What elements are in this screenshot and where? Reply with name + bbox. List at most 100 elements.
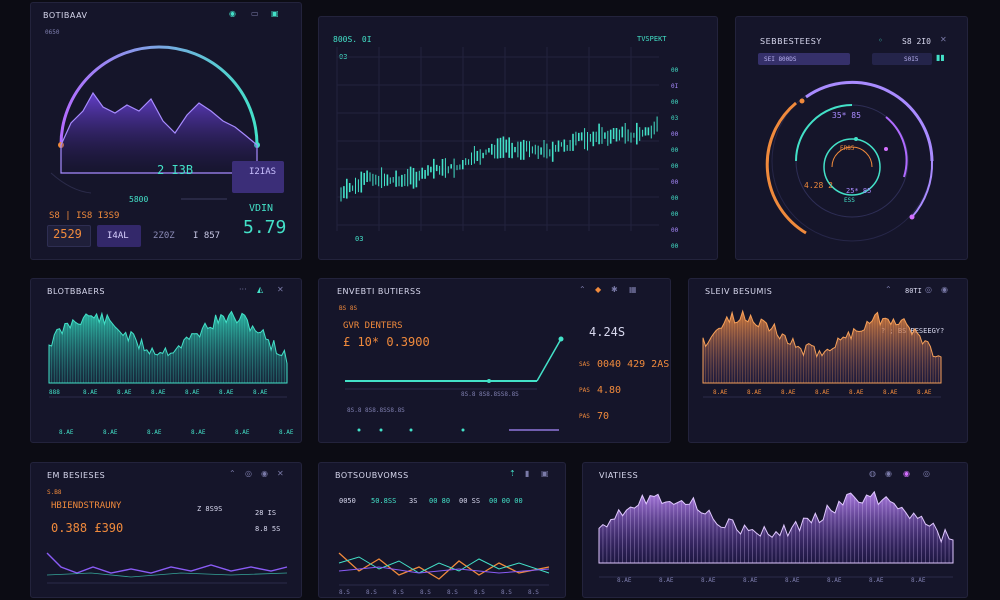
stat-tile-value: I4AL [107,231,129,241]
tab-left-label: SEI 800DS [764,56,797,63]
side-list-value: 0040 429 2AS [597,359,670,370]
axis-tick-label: 8.S [339,589,350,596]
panel-title: SLEIV BESUMIS [705,287,773,296]
candlestick-chart [336,47,659,231]
expand-icon[interactable]: ▣ [541,469,549,478]
chart-icon[interactable]: ▮ [525,469,530,478]
chart-label: ? ; BS BESEEGY? [881,327,945,335]
axis-tick-label: 888 [49,389,60,396]
tag-icon[interactable]: ◆ [595,285,602,294]
teal-area-panel: BLOTBBAERS ··· ◭ ✕ 888 8.AE 8.AE 8.AE 8.AE 8.… [30,278,302,443]
side-list-key: PAS [579,387,590,394]
big-stat-value: 5.79 [243,217,287,238]
axis-tick-label: 8.AE [701,577,716,584]
axis-tick-label: 8.S [474,589,485,596]
area-fill [48,310,288,384]
up-icon[interactable]: ⌃ [229,469,236,478]
close-icon[interactable]: ✕ [940,35,947,44]
settings-icon[interactable]: ◉ [261,469,268,478]
settings-icon[interactable]: ◉ [941,285,948,294]
axis-tick-label: 00 [671,211,679,218]
metric-label: HBIENDSTRAUNY [51,501,122,511]
eye-icon[interactable]: ◎ [245,469,252,478]
axis-tick-label: 00 [671,179,679,186]
globe-icon[interactable]: ◍ [869,469,876,478]
axis-tick-label: 00 [671,227,679,234]
axis-tick-label: 8.S [528,589,539,596]
metric-right-2: 8.8 5S [255,525,281,533]
metric-label: GVR DENTERS [343,321,403,331]
up-icon[interactable]: ⇡ [509,469,516,478]
radial-panel: SEBBESTEESY ◦ S8 2I0 ✕ SEI 800DS S0I5 ▮▮… [735,16,968,260]
stat-tile-value: I 857 [193,231,221,241]
side-big-value: 4.24S [589,325,626,339]
area-fill [598,490,954,564]
axis-tick-label: 8.AE [185,389,200,396]
tab-left[interactable] [758,53,850,65]
settings-icon[interactable]: ◦ [878,36,883,45]
area-fill [702,309,942,384]
user-icon[interactable]: ◉ [903,469,910,478]
axis-tick-label: 0I [671,83,679,90]
gauge-badge-value: I2IAS [249,167,277,177]
panel-subtitle: 0650 [45,29,60,36]
axis-tick-label: 8.AE [253,389,268,396]
tab-right[interactable] [872,53,932,65]
up-icon[interactable]: ⌃ [885,285,892,294]
axis-tick-label: 8.AE [219,389,234,396]
close-icon[interactable]: ◎ [923,469,930,478]
orange-area-chart [702,309,942,398]
ring-bottom-value: ESS [844,197,855,204]
progress-line [345,336,564,432]
stat-row-value: 00 SS [459,497,481,505]
metric-value: £ 10* 0.3900 [343,335,430,349]
axis-tick-label: 8.AE [117,389,132,396]
panel-title: BOTSOUBVOMSS [335,471,409,480]
bell-icon[interactable]: ◉ [229,9,236,18]
close-icon[interactable]: ✕ [277,469,284,478]
ring-mid-value: 25* 85 [846,187,872,195]
axis-tick-label: 8.S [393,589,404,596]
axis-tick-label: 8.S [501,589,512,596]
panel-top-right-label: TVSPEKT [637,35,667,43]
axis-tick-label: 00 [671,147,679,154]
axis-tick-label: 03 [671,115,679,122]
panel-title: EM BESIESES [47,471,106,480]
multi-line-panel: BOTSOUBVOMSS ⇡ ▮ ▣ 0050 50.8SS 3S 00 80 00 S… [318,462,566,598]
multi-line-chart [338,552,550,586]
chat-icon[interactable]: ▭ [251,9,259,18]
expand-icon[interactable]: ▣ [271,9,279,18]
stat-tile [47,225,91,247]
chart-icon[interactable]: ◭ [257,285,264,294]
eye-icon[interactable]: ◎ [925,285,932,294]
axis-tick-label: 00 [671,131,679,138]
metric-value: 0.388 £390 [51,521,124,535]
up-icon[interactable]: ⌃ [579,285,586,294]
footer-label: 8S.8 8S8.8SS8.8S [347,407,405,414]
footer-tick-label: 8.AE [59,429,74,436]
ring-label: ER85 [840,145,855,152]
axis-tick-label: 00 [671,67,679,74]
stat-row-value: 00 00 00 [489,497,523,505]
menu-icon[interactable]: ··· [239,285,247,294]
axis-tick-label: 8.AE [713,389,728,396]
axis-tick-label: 8.AE [911,577,926,584]
panel-title: ENVEBTI BUTIERSS [337,287,422,296]
footer-tick-label: 8.AE [279,429,294,436]
close-icon[interactable]: ✕ [277,285,284,294]
gauge-area [60,91,258,174]
axis-tick-label: 8.S [366,589,377,596]
axis-tick-label: 8.AE [827,577,842,584]
candlestick-panel: 800S. 0I 03 TVSPEKT 03 00 0I 00 03 00 00 00 00 0… [318,16,718,260]
metric-right-1: 28 IS [255,509,277,517]
stat-tile [97,225,141,247]
grid-icon[interactable]: ▦ [629,285,637,294]
panel-subtitle: BS 8S [339,305,358,312]
radial-chart [765,80,934,242]
side-list-key: PAS [579,413,590,420]
footer-tick-label: 8.AE [235,429,250,436]
settings-icon[interactable]: ✱ [611,285,618,294]
axis-tick-label: 8.AE [151,389,166,396]
stat-tile-value: 2529 [53,227,82,241]
settings-icon[interactable]: ◉ [885,469,892,478]
